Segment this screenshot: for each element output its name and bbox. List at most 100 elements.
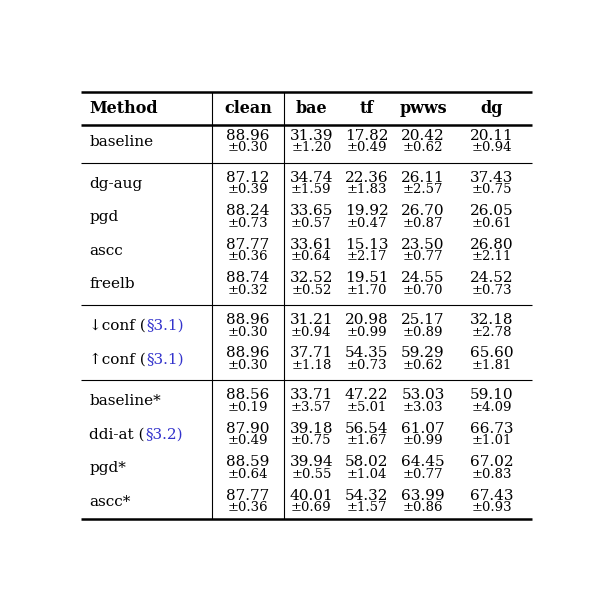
Text: ±1.83: ±1.83 — [346, 183, 387, 196]
Text: ±2.57: ±2.57 — [403, 183, 443, 196]
Text: clean: clean — [224, 100, 272, 117]
Text: ascc: ascc — [90, 244, 123, 257]
Text: 63.99: 63.99 — [401, 489, 445, 503]
Text: 39.94: 39.94 — [289, 455, 333, 469]
Text: 40.01: 40.01 — [289, 489, 333, 503]
Text: ±5.01: ±5.01 — [346, 401, 387, 414]
Text: dg: dg — [481, 100, 503, 117]
Text: ±0.94: ±0.94 — [291, 325, 331, 339]
Text: 26.05: 26.05 — [470, 204, 514, 218]
Text: ±0.77: ±0.77 — [403, 468, 443, 481]
Text: 22.36: 22.36 — [345, 170, 388, 185]
Text: 87.77: 87.77 — [226, 489, 270, 503]
Text: 34.74: 34.74 — [290, 170, 333, 185]
Text: 47.22: 47.22 — [345, 388, 388, 402]
Text: 37.71: 37.71 — [290, 346, 333, 361]
Text: ±0.94: ±0.94 — [472, 141, 512, 154]
Text: 88.96: 88.96 — [226, 129, 270, 143]
Text: ±0.73: ±0.73 — [472, 284, 513, 297]
Text: ±0.62: ±0.62 — [403, 359, 443, 372]
Text: ±0.30: ±0.30 — [228, 141, 268, 154]
Text: dg-aug: dg-aug — [90, 177, 143, 191]
Text: 17.82: 17.82 — [345, 129, 388, 143]
Text: 54.32: 54.32 — [345, 489, 388, 503]
Text: ddi-at (: ddi-at ( — [90, 428, 145, 442]
Text: 56.54: 56.54 — [345, 422, 388, 436]
Text: 37.43: 37.43 — [470, 170, 514, 185]
Text: tf: tf — [359, 100, 374, 117]
Text: ±0.64: ±0.64 — [228, 468, 268, 481]
Text: ±0.61: ±0.61 — [472, 217, 512, 229]
Text: ±0.87: ±0.87 — [403, 217, 443, 229]
Text: 88.74: 88.74 — [226, 271, 270, 285]
Text: ±0.83: ±0.83 — [472, 468, 512, 481]
Text: 67.43: 67.43 — [470, 489, 514, 503]
Text: 88.96: 88.96 — [226, 346, 270, 361]
Text: ±0.49: ±0.49 — [346, 141, 387, 154]
Text: 54.35: 54.35 — [345, 346, 388, 361]
Text: ±0.70: ±0.70 — [403, 284, 443, 297]
Text: 32.18: 32.18 — [470, 313, 514, 327]
Text: baseline*: baseline* — [90, 395, 161, 408]
Text: 19.92: 19.92 — [345, 204, 388, 218]
Text: ±1.04: ±1.04 — [346, 468, 387, 481]
Text: ±0.99: ±0.99 — [403, 434, 443, 447]
Text: ±0.93: ±0.93 — [472, 501, 513, 514]
Text: 26.80: 26.80 — [470, 238, 514, 252]
Text: ±0.55: ±0.55 — [291, 468, 331, 481]
Text: ±0.52: ±0.52 — [291, 284, 331, 297]
Text: ±1.18: ±1.18 — [291, 359, 331, 372]
Text: ±1.57: ±1.57 — [346, 501, 387, 514]
Text: ±0.64: ±0.64 — [291, 250, 331, 263]
Text: 58.02: 58.02 — [345, 455, 388, 469]
Text: bae: bae — [296, 100, 327, 117]
Text: 87.90: 87.90 — [226, 422, 270, 436]
Text: ±0.73: ±0.73 — [228, 217, 268, 229]
Text: 31.21: 31.21 — [289, 313, 333, 327]
Text: 24.52: 24.52 — [470, 271, 514, 285]
Text: 20.98: 20.98 — [345, 313, 388, 327]
Text: ±2.11: ±2.11 — [472, 250, 512, 263]
Text: 33.65: 33.65 — [290, 204, 333, 218]
Text: ±0.75: ±0.75 — [472, 183, 512, 196]
Text: 64.45: 64.45 — [401, 455, 445, 469]
Text: ±1.67: ±1.67 — [346, 434, 387, 447]
Text: 87.12: 87.12 — [226, 170, 270, 185]
Text: §3.1): §3.1) — [146, 319, 184, 333]
Text: 65.60: 65.60 — [470, 346, 514, 361]
Text: ±0.36: ±0.36 — [228, 250, 268, 263]
Text: ±0.99: ±0.99 — [346, 325, 387, 339]
Text: ±4.09: ±4.09 — [472, 401, 512, 414]
Text: 67.02: 67.02 — [470, 455, 514, 469]
Text: pwws: pwws — [399, 100, 447, 117]
Text: ±0.36: ±0.36 — [228, 501, 268, 514]
Text: ±0.75: ±0.75 — [291, 434, 331, 447]
Text: freelb: freelb — [90, 277, 135, 291]
Text: 20.42: 20.42 — [401, 129, 445, 143]
Text: ±0.77: ±0.77 — [403, 250, 443, 263]
Text: 26.70: 26.70 — [401, 204, 445, 218]
Text: 23.50: 23.50 — [401, 238, 445, 252]
Text: 26.11: 26.11 — [401, 170, 445, 185]
Text: ±0.19: ±0.19 — [228, 401, 268, 414]
Text: §3.1): §3.1) — [146, 352, 184, 367]
Text: ↑conf (: ↑conf ( — [90, 352, 146, 367]
Text: ±1.01: ±1.01 — [472, 434, 512, 447]
Text: ±1.70: ±1.70 — [346, 284, 387, 297]
Text: 59.10: 59.10 — [470, 388, 514, 402]
Text: 53.03: 53.03 — [402, 388, 445, 402]
Text: 88.59: 88.59 — [226, 455, 270, 469]
Text: 31.39: 31.39 — [290, 129, 333, 143]
Text: 87.77: 87.77 — [226, 238, 270, 252]
Text: ±0.49: ±0.49 — [228, 434, 268, 447]
Text: ±0.30: ±0.30 — [228, 325, 268, 339]
Text: ±0.86: ±0.86 — [403, 501, 443, 514]
Text: ±1.59: ±1.59 — [291, 183, 331, 196]
Text: 24.55: 24.55 — [401, 271, 445, 285]
Text: 33.61: 33.61 — [290, 238, 333, 252]
Text: ↓conf (: ↓conf ( — [90, 319, 146, 333]
Text: Method: Method — [90, 100, 158, 117]
Text: ascc*: ascc* — [90, 495, 131, 509]
Text: 32.52: 32.52 — [290, 271, 333, 285]
Text: 59.29: 59.29 — [401, 346, 445, 361]
